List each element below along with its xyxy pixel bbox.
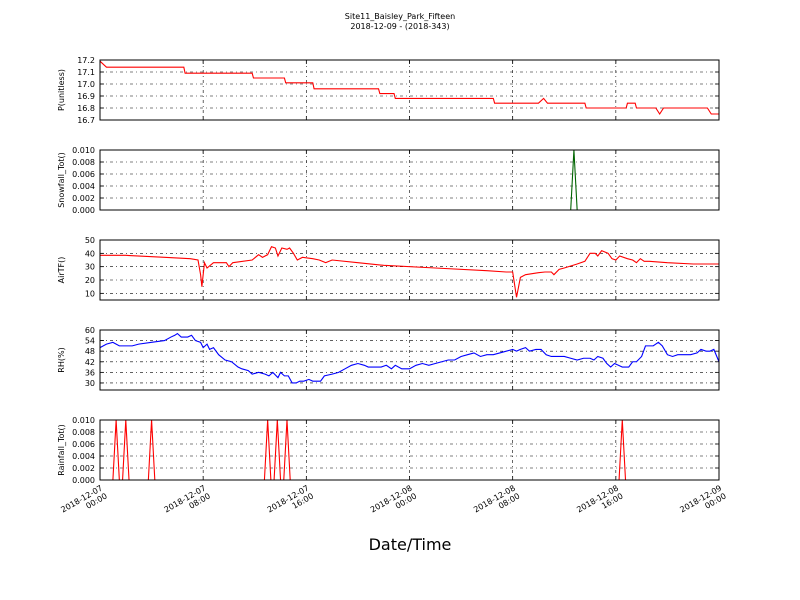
y-tick-label: 0.010 [72, 146, 95, 155]
y-tick-label: 0.008 [72, 158, 95, 167]
y-tick-label: 16.8 [77, 104, 95, 113]
panel-4-frame [99, 329, 720, 391]
y-tick-label: 30 [85, 263, 95, 272]
panel-4-y-axis-label: RH(%) [57, 347, 66, 372]
y-tick-label: 0.006 [72, 170, 95, 179]
y-tick-label: 0.004 [72, 452, 95, 461]
y-tick-label: 60 [85, 326, 95, 335]
panel-2-y-axis-label: Snowfall_Tot() [57, 152, 66, 208]
y-tick-label: 20 [85, 276, 95, 285]
chart-subtitle: 2018-12-09 - (2018-343) [350, 22, 449, 31]
y-tick-label: 0.006 [72, 440, 95, 449]
panel-1-y-axis-label: P(unitless) [57, 69, 66, 111]
y-tick-label: 48 [85, 347, 95, 356]
y-tick-label: 50 [85, 236, 95, 245]
y-tick-label: 0.004 [72, 182, 95, 191]
x-tick-label: 2018-12-0900:00 [678, 483, 727, 522]
y-tick-label: 0.008 [72, 428, 95, 437]
y-tick-label: 16.7 [77, 116, 95, 125]
panel-4-series-line [99, 332, 720, 384]
y-tick-label: 0.000 [72, 476, 95, 485]
x-tick-label: 2018-12-0708:00 [163, 483, 212, 522]
y-tick-label: 0.000 [72, 206, 95, 215]
x-tick-labels: 2018-12-0700:00 2018-12-0708:00 2018-12-07… [59, 483, 727, 522]
x-axis-label: Date/Time [369, 535, 452, 554]
panel-2-frame [99, 149, 720, 211]
panel-2: 0.010 0.008 0.006 0.004 0.002 0.000 Snowfall_T… [57, 146, 720, 215]
x-tick-label: 2018-12-0808:00 [472, 483, 521, 522]
panel-1: 17.2 17.1 17.0 16.9 16.8 16.7 P(unitless) [57, 56, 720, 125]
panel-3-y-axis-label: AirTF() [57, 257, 66, 284]
panel-5: 0.010 0.008 0.006 0.004 0.002 0.000 Rainfall_T… [57, 416, 720, 485]
y-tick-label: 54 [85, 337, 95, 346]
panel-1-series-line [99, 60, 719, 116]
panel-3-frame [99, 239, 720, 301]
y-tick-label: 0.002 [72, 194, 95, 203]
y-tick-label: 17.2 [77, 56, 95, 65]
panel-5-y-axis-label: Rainfall_Tot() [57, 424, 66, 476]
y-tick-label: 40 [85, 249, 95, 258]
x-tick-label: 2018-12-0816:00 [575, 483, 624, 522]
y-tick-label: 0.002 [72, 464, 95, 473]
y-tick-label: 0.010 [72, 416, 95, 425]
y-tick-label: 17.1 [77, 68, 95, 77]
y-tick-label: 17.0 [77, 80, 95, 89]
y-tick-label: 30 [85, 379, 95, 388]
panel-5-frame [99, 419, 720, 481]
panel-1-frame [99, 59, 720, 121]
panel-3-series-line [100, 245, 719, 298]
y-tick-label: 36 [85, 368, 95, 377]
y-tick-label: 16.9 [77, 92, 95, 101]
y-tick-label: 10 [85, 289, 95, 298]
y-tick-label: 42 [85, 358, 95, 367]
x-tick-label: 2018-12-0800:00 [369, 483, 418, 522]
chart-title: Site11_Baisley_Park_Fifteen [345, 12, 455, 21]
panel-3: 50 40 30 20 10 AirTF() [57, 236, 720, 301]
x-tick-label: 2018-12-0700:00 [59, 483, 108, 522]
x-tick-label: 2018-12-0716:00 [266, 483, 315, 522]
panels-group: 17.2 17.1 17.0 16.9 16.8 16.7 P(unitless) 0.010… [57, 56, 720, 485]
